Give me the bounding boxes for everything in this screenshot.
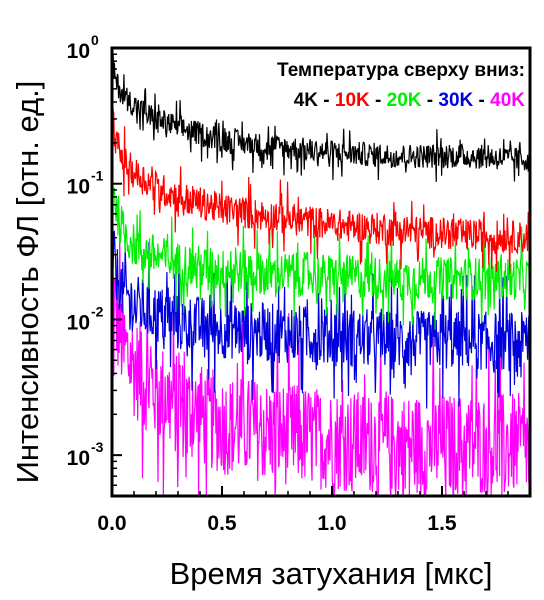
series-line-30K	[111, 228, 531, 409]
series-line-20K	[111, 169, 531, 330]
y-tick-label: 10	[67, 311, 90, 334]
y-tick-exponent: -3	[91, 439, 104, 455]
x-tick-label: 1.0	[317, 512, 346, 535]
series-line-4K	[111, 53, 531, 182]
legend-entries: 4K - 10K - 20K - 30K - 40K	[294, 90, 526, 111]
plot-frame	[110, 46, 532, 498]
y-tick-exponent: 0	[91, 32, 99, 48]
legend-entry-40K: 40K	[490, 90, 525, 111]
legend-separator: -	[422, 90, 439, 111]
y-tick-label: 10	[67, 40, 90, 63]
legend-heading: Температура сверху вниз:	[277, 60, 525, 81]
series-layer	[111, 53, 531, 497]
x-tick-label: 0.0	[97, 512, 126, 535]
y-tick-label: 10	[67, 176, 90, 199]
legend-entry-30K: 30K	[438, 90, 473, 111]
y-axis-title: Интенсивность ФЛ [отн. ед.]	[10, 81, 45, 484]
x-axis-title: Время затухания [мкс]	[170, 556, 493, 591]
axes-layer	[110, 46, 532, 498]
y-tick-exponent: -2	[91, 303, 104, 319]
series-line-40K	[111, 228, 531, 497]
legend-separator: -	[370, 90, 387, 111]
legend-separator: -	[318, 90, 335, 111]
legend-entry-4K: 4K	[294, 90, 319, 111]
legend-separator: -	[473, 90, 490, 111]
y-tick-exponent: -1	[91, 168, 104, 184]
y-tick-label: 10	[67, 447, 90, 470]
series-line-10K	[111, 104, 531, 274]
x-tick-label: 1.5	[427, 512, 457, 535]
legend-entry-20K: 20K	[387, 90, 422, 111]
x-tick-label: 0.5	[207, 512, 237, 535]
legend-entry-10K: 10K	[335, 90, 370, 111]
